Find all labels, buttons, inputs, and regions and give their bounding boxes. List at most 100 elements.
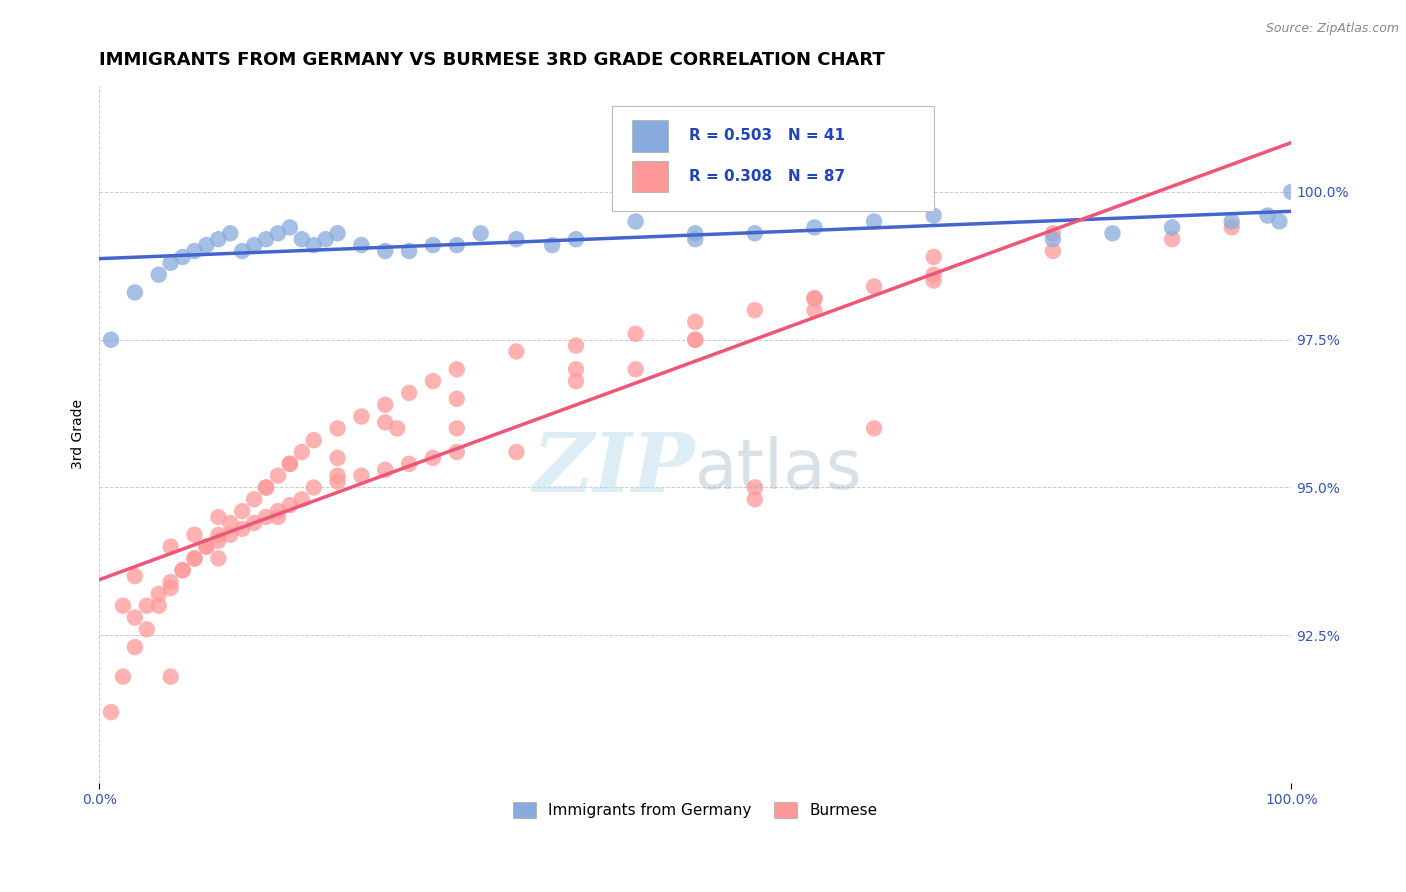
FancyBboxPatch shape <box>612 106 934 211</box>
Point <box>159 670 181 684</box>
Point <box>291 492 314 507</box>
Point <box>744 227 766 241</box>
Point <box>470 227 492 241</box>
Text: ZIP: ZIP <box>533 429 695 509</box>
Point <box>1220 214 1243 228</box>
Point <box>624 214 647 228</box>
Point <box>124 640 146 654</box>
Point <box>1220 220 1243 235</box>
Point <box>207 232 229 246</box>
Point <box>124 569 146 583</box>
Point <box>172 563 194 577</box>
Point <box>385 421 408 435</box>
Point <box>243 516 266 530</box>
Point <box>683 232 706 246</box>
Point <box>278 220 301 235</box>
Point <box>183 551 205 566</box>
Point <box>624 326 647 341</box>
Point <box>111 599 134 613</box>
Point <box>243 238 266 252</box>
Point <box>863 214 886 228</box>
Point <box>803 220 825 235</box>
Point <box>159 256 181 270</box>
Point <box>148 599 170 613</box>
Point <box>1042 232 1064 246</box>
Point <box>803 291 825 305</box>
Point <box>231 244 253 258</box>
Point <box>565 232 588 246</box>
Point <box>100 333 122 347</box>
Point <box>803 291 825 305</box>
Point <box>1101 227 1123 241</box>
Point <box>350 468 373 483</box>
Point <box>446 238 468 252</box>
FancyBboxPatch shape <box>633 120 668 152</box>
Point <box>683 333 706 347</box>
Point <box>159 575 181 590</box>
Point <box>505 232 527 246</box>
Point <box>135 599 157 613</box>
Point <box>219 528 242 542</box>
Point <box>254 480 277 494</box>
Point <box>267 468 290 483</box>
Point <box>683 315 706 329</box>
Point <box>565 362 588 376</box>
Point <box>505 445 527 459</box>
Point <box>124 285 146 300</box>
Point <box>195 238 218 252</box>
Point <box>922 250 945 264</box>
Point <box>565 374 588 388</box>
Point <box>183 551 205 566</box>
Point <box>446 392 468 406</box>
Point <box>446 421 468 435</box>
Point <box>1042 244 1064 258</box>
Point <box>207 510 229 524</box>
Point <box>565 338 588 352</box>
Point <box>195 540 218 554</box>
Point <box>148 587 170 601</box>
Point <box>267 227 290 241</box>
Point <box>291 445 314 459</box>
Point <box>1268 214 1291 228</box>
Point <box>1042 227 1064 241</box>
Point <box>326 468 349 483</box>
Point <box>219 227 242 241</box>
Point <box>219 516 242 530</box>
Point <box>422 450 444 465</box>
Point <box>1279 185 1302 199</box>
Point <box>683 227 706 241</box>
Point <box>505 344 527 359</box>
Point <box>278 498 301 512</box>
Point <box>291 232 314 246</box>
Point <box>422 374 444 388</box>
Point <box>159 540 181 554</box>
Point <box>1161 220 1184 235</box>
Point <box>922 209 945 223</box>
Point <box>803 303 825 318</box>
Point <box>100 705 122 719</box>
Point <box>135 623 157 637</box>
Point <box>1256 209 1278 223</box>
Point <box>922 268 945 282</box>
Point <box>744 303 766 318</box>
Point <box>124 610 146 624</box>
FancyBboxPatch shape <box>633 161 668 193</box>
Point <box>350 238 373 252</box>
Point <box>148 268 170 282</box>
Point <box>159 581 181 595</box>
Point <box>183 244 205 258</box>
Point <box>744 492 766 507</box>
Point <box>278 457 301 471</box>
Point <box>863 279 886 293</box>
Point <box>350 409 373 424</box>
Point <box>111 670 134 684</box>
Point <box>278 457 301 471</box>
Point <box>326 450 349 465</box>
Point <box>541 238 564 252</box>
Point <box>744 480 766 494</box>
Point <box>243 492 266 507</box>
Point <box>326 227 349 241</box>
Point <box>398 244 420 258</box>
Point <box>231 522 253 536</box>
Text: R = 0.503   N = 41: R = 0.503 N = 41 <box>689 128 845 144</box>
